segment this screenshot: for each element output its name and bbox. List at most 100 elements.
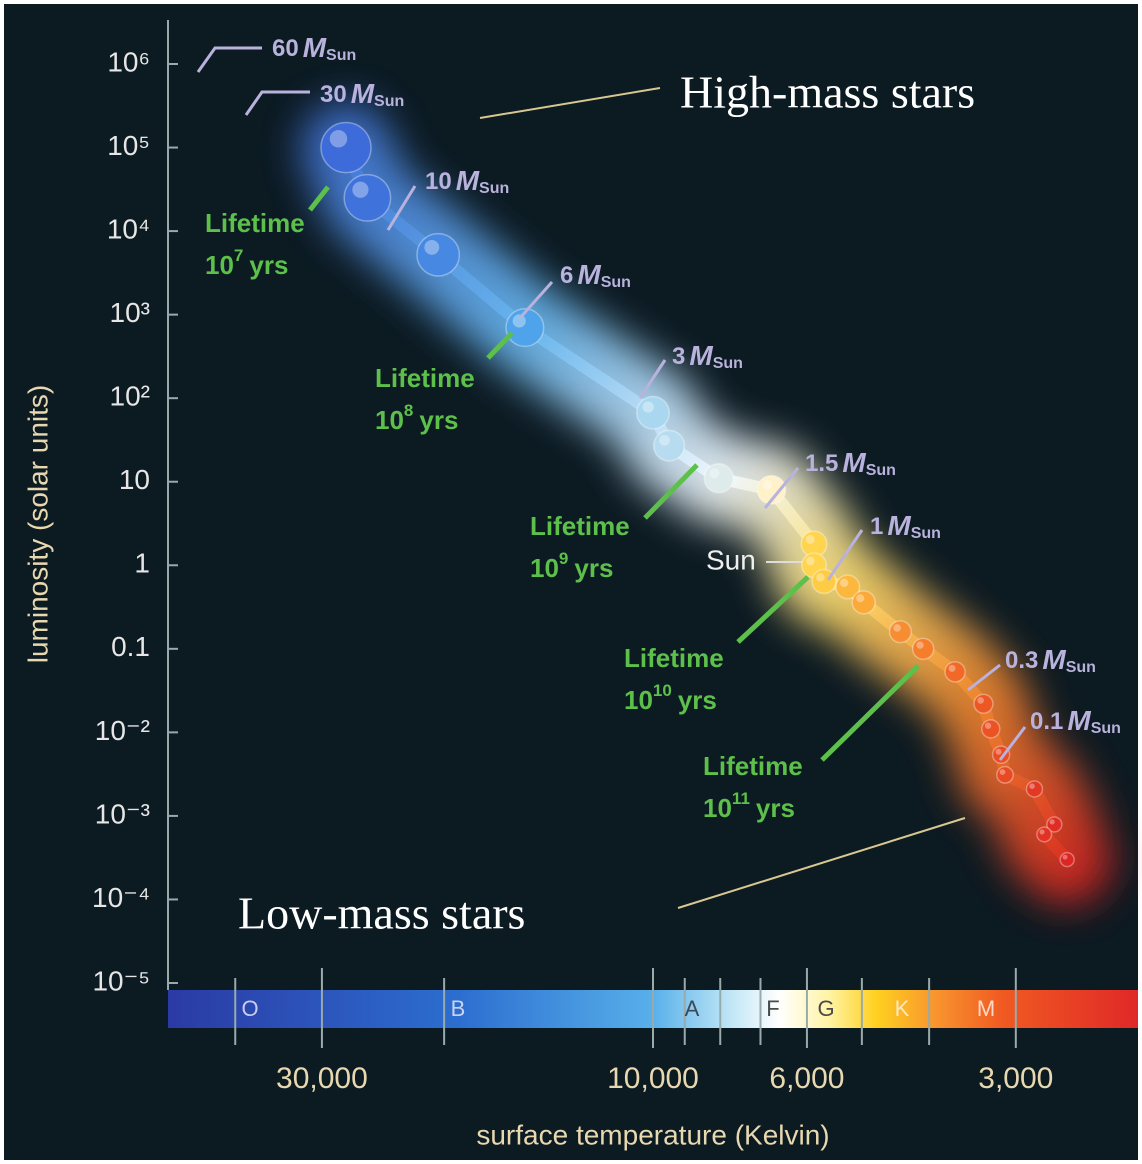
x-axis-title: surface temperature (Kelvin): [476, 1119, 829, 1150]
lifetime-exponent: 11: [732, 789, 750, 808]
star-highlight: [709, 468, 720, 479]
lifetime-label: Lifetime: [205, 208, 305, 238]
lifetime-unit: yrs: [574, 553, 613, 583]
star-highlight: [642, 401, 654, 413]
x-tick-label: 30,000: [276, 1062, 368, 1095]
lifetime-exponent: 8: [404, 401, 413, 420]
star: [343, 173, 392, 222]
lifetime-base: 10: [703, 793, 732, 823]
mass-label: 60 MSun: [272, 32, 356, 64]
y-tick-label: 0.1: [111, 631, 150, 662]
lifetime-base: 10: [624, 685, 653, 715]
star: [320, 121, 372, 174]
star-highlight: [984, 722, 992, 729]
star: [973, 693, 994, 714]
mass-unit-sub: Sun: [1066, 659, 1096, 676]
mass-pointer: [967, 663, 1001, 692]
mass-pointer: [763, 467, 800, 509]
mass-value: 30: [320, 81, 347, 108]
lifetime-pointer: [308, 185, 330, 212]
mass-label: 0.1 MSun: [1030, 705, 1121, 737]
mass-unit: M: [351, 78, 375, 109]
mass-value: 1: [870, 513, 883, 540]
lifetime-label: Lifetime: [375, 363, 475, 393]
star-highlight: [977, 697, 984, 704]
star-highlight: [816, 573, 825, 582]
x-tick-label: 10,000: [607, 1062, 699, 1095]
star: [1046, 816, 1063, 833]
star-highlight: [995, 748, 1002, 755]
star: [1059, 851, 1075, 868]
star: [703, 463, 734, 494]
y-axis-title: luminosity (solar units): [22, 385, 53, 664]
mass-label: 10 MSun: [425, 165, 509, 197]
mass-unit: M: [689, 340, 713, 371]
y-tick-label: 10²: [110, 381, 150, 412]
star-highlight: [1062, 854, 1068, 860]
background: [4, 4, 1138, 1160]
spectral-class: K: [895, 996, 910, 1021]
lifetime-exponent: 7: [234, 246, 243, 265]
mass-pointer: [386, 185, 417, 231]
lifetime-unit: yrs: [249, 250, 288, 280]
lifetime-pointer: [643, 463, 699, 520]
mass-label: 30 MSun: [320, 78, 404, 110]
lifetime-unit: yrs: [756, 793, 795, 823]
star-highlight: [329, 130, 348, 148]
mass-pointer: [826, 529, 864, 581]
mass-label: 1 MSun: [870, 510, 941, 542]
mass-pointer: [518, 281, 554, 319]
mass-value: 0.3: [1005, 647, 1038, 674]
star: [835, 574, 861, 600]
mass-unit: M: [1042, 644, 1066, 675]
annotation: High-mass stars: [680, 67, 975, 118]
y-tick-label: 10⁵: [107, 130, 150, 161]
mass-label: 6 MSun: [560, 259, 631, 291]
star-highlight: [806, 556, 815, 566]
mass-label: 0.3 MSun: [1005, 644, 1096, 676]
mass-unit: M: [303, 32, 327, 63]
star: [996, 765, 1014, 784]
lifetime-base: 10: [530, 553, 559, 583]
lifetime-exponent: 10: [653, 681, 672, 700]
spectral-class: A: [685, 996, 700, 1021]
star-highlight: [1029, 783, 1035, 789]
annotation: Low-mass stars: [238, 888, 525, 939]
y-tick-label: 1: [134, 548, 150, 579]
y-tick-label: 10⁻⁴: [92, 882, 150, 913]
mass-unit-sub: Sun: [1091, 720, 1121, 737]
lifetime-base: 10: [205, 250, 234, 280]
pointer-line: [677, 817, 966, 909]
star-highlight: [512, 314, 526, 328]
mass-unit: M: [456, 165, 480, 196]
mass-value: 10: [425, 168, 452, 195]
mass-unit-sub: Sun: [479, 180, 509, 197]
star-highlight: [856, 594, 865, 603]
annotation: Sun: [706, 544, 756, 575]
star-highlight: [1039, 829, 1045, 835]
mass-value: 1.5: [805, 450, 838, 477]
star: [851, 590, 876, 615]
star: [652, 429, 686, 462]
mass-value: 0.1: [1030, 708, 1063, 735]
mass-pointer: [244, 90, 310, 116]
mass-value: 60: [272, 35, 299, 62]
star: [416, 232, 461, 277]
star-highlight: [659, 434, 670, 446]
mass-unit-sub: Sun: [713, 355, 743, 372]
star: [1036, 826, 1053, 843]
mass-unit: M: [1067, 705, 1091, 736]
star-highlight: [948, 664, 956, 672]
lifetime-pointer: [486, 331, 514, 360]
x-tick-label: 6,000: [769, 1062, 844, 1095]
lifetime-base: 10: [375, 405, 404, 435]
mass-unit: M: [842, 447, 866, 478]
lifetime-label: Lifetime: [703, 751, 803, 781]
x-tick-label: 3,000: [978, 1062, 1053, 1095]
star: [944, 661, 966, 683]
star-highlight: [805, 534, 815, 544]
y-tick-label: 10³: [110, 297, 150, 328]
lifetime-exponent: 9: [559, 549, 568, 568]
star: [756, 474, 787, 505]
